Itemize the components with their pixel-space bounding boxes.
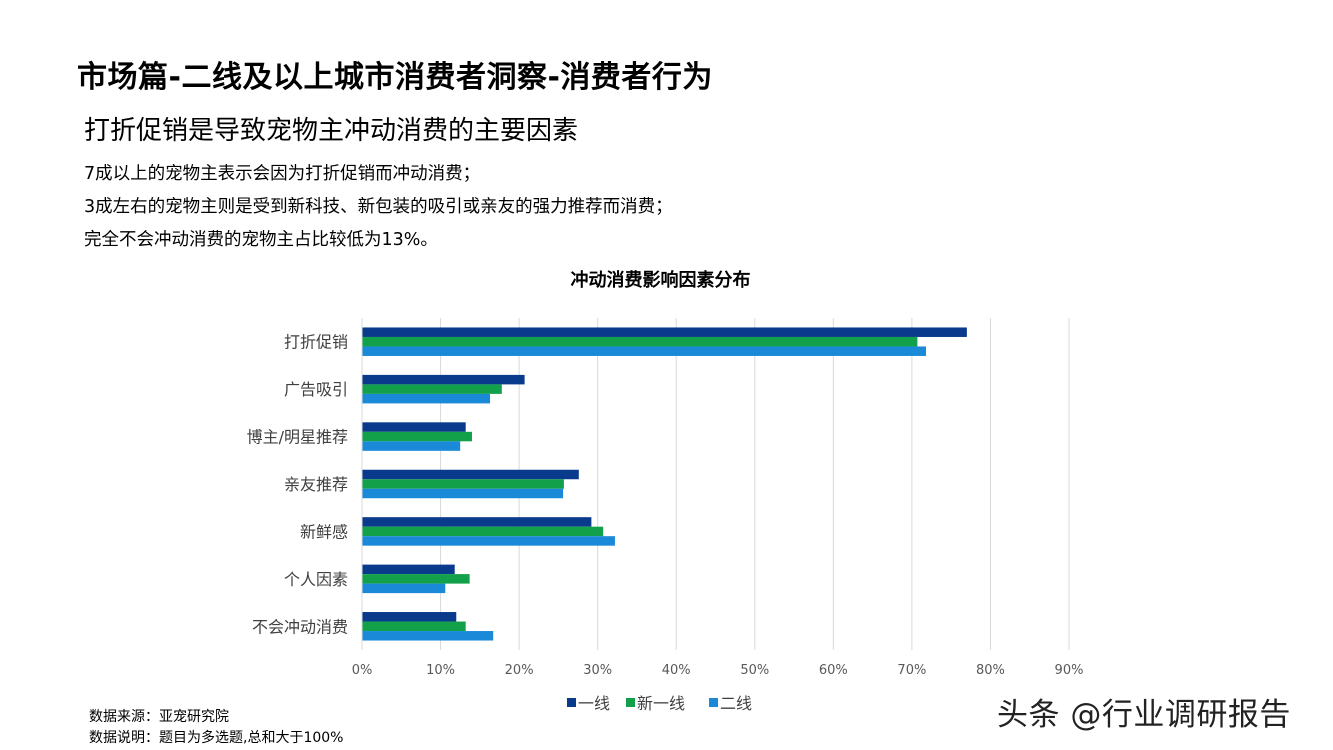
x-tick-label-6: 60% — [819, 663, 848, 678]
bar-1-2 — [362, 393, 491, 404]
bar-6-1 — [362, 621, 466, 632]
category-label-2: 博主/明星推荐 — [247, 428, 348, 447]
legend-label-0: 一线 — [578, 694, 610, 713]
category-label-5: 个人因素 — [284, 570, 348, 589]
x-tick-label-9: 90% — [1055, 663, 1084, 678]
bullet-1: 7成以上的宠物主表示会因为打折促销而冲动消费； — [84, 164, 481, 184]
category-label-6: 不会冲动消费 — [252, 617, 348, 636]
bar-4-2 — [362, 536, 615, 546]
bar-6-2 — [362, 631, 494, 641]
legend-label-1: 新一线 — [637, 694, 685, 713]
bar-1-1 — [362, 384, 502, 394]
source-note: 数据来源：亚宠研究院 — [89, 709, 229, 725]
bar-3-2 — [362, 488, 564, 499]
bar-2-1 — [362, 431, 472, 442]
page-subtitle: 打折促销是导致宠物主冲动消费的主要因素 — [84, 116, 579, 146]
bar-3-0 — [362, 469, 579, 480]
bar-6-0 — [362, 612, 457, 622]
bar-1-0 — [362, 374, 525, 385]
x-tick-label-0: 0% — [352, 663, 373, 678]
category-label-4: 新鲜感 — [300, 522, 348, 541]
bar-4-0 — [362, 517, 592, 527]
chart-title: 冲动消费影响因素分布 — [570, 270, 751, 291]
bar-5-1 — [362, 574, 470, 584]
bar-0-0 — [362, 327, 967, 337]
category-label-3: 亲友推荐 — [284, 475, 348, 494]
x-tick-label-8: 80% — [976, 663, 1005, 678]
bar-0-2 — [362, 346, 927, 356]
remark-note: 数据说明：题目为多选题,总和大于100% — [89, 730, 344, 746]
x-tick-label-5: 50% — [740, 663, 769, 678]
watermark: 头条 @行业调研报告 — [997, 697, 1291, 733]
bar-5-0 — [362, 564, 455, 575]
footnotes: 数据来源：亚宠研究院 数据说明：题目为多选题,总和大于100% — [89, 707, 343, 749]
bar-3-1 — [362, 479, 564, 489]
category-label-0: 打折促销 — [284, 333, 348, 352]
legend-swatch-0 — [567, 698, 576, 707]
summary-bullets: 7成以上的宠物主表示会因为打折促销而冲动消费； 3成左右的宠物主则是受到新科技、… — [84, 158, 673, 257]
x-tick-label-7: 70% — [897, 663, 926, 678]
page-title: 市场篇-二线及以上城市消费者洞察-消费者行为 — [77, 60, 713, 95]
x-tick-label-2: 20% — [505, 663, 534, 678]
x-tick-label-4: 40% — [662, 663, 691, 678]
category-label-1: 广告吸引 — [284, 380, 348, 399]
bar-5-2 — [362, 583, 446, 594]
x-tick-label-3: 30% — [583, 663, 612, 678]
legend-swatch-1 — [626, 698, 635, 707]
bar-2-0 — [362, 422, 466, 432]
bullet-2: 3成左右的宠物主则是受到新科技、新包装的吸引或亲友的强力推荐而消费； — [84, 197, 673, 217]
bullet-3: 完全不会冲动消费的宠物主占比较低为13%。 — [84, 230, 438, 250]
legend-swatch-2 — [709, 698, 718, 707]
legend-label-2: 二线 — [720, 694, 752, 713]
bar-0-1 — [362, 336, 918, 347]
bar-4-1 — [362, 526, 604, 537]
bar-2-2 — [362, 441, 461, 451]
x-tick-label-1: 10% — [426, 663, 455, 678]
chart-title-wrap: 冲动消费影响因素分布 — [0, 266, 1333, 292]
